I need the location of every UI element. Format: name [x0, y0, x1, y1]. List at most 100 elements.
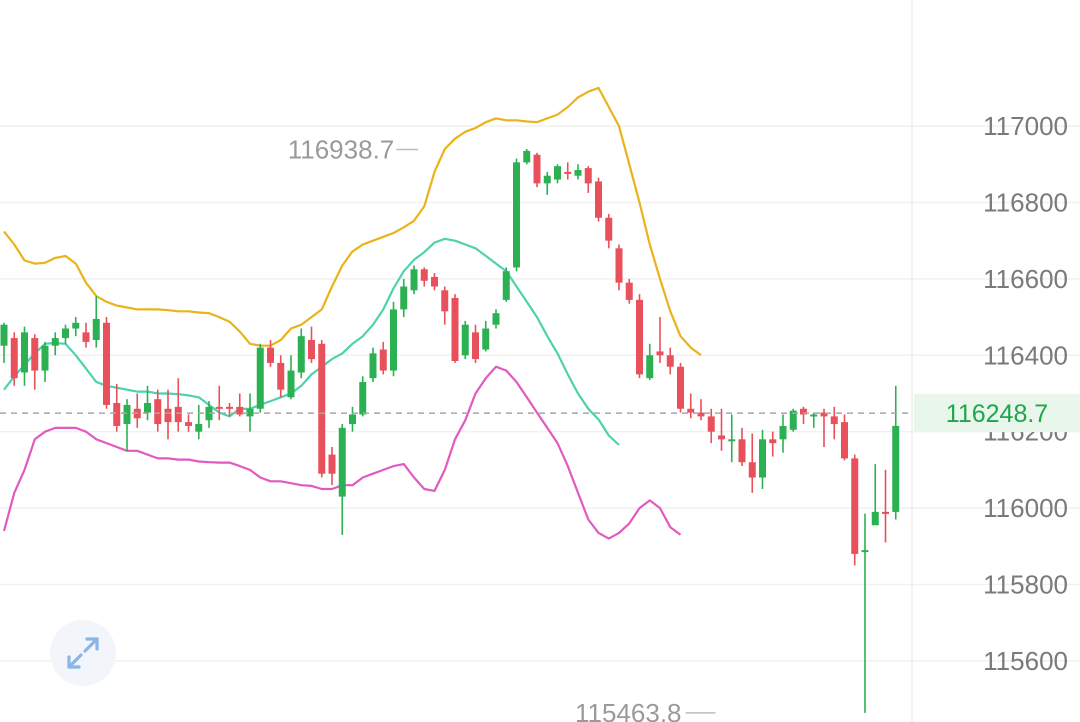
- candle-body: [297, 336, 305, 373]
- candle: [574, 164, 582, 180]
- candle: [369, 347, 377, 383]
- candle: [338, 424, 346, 535]
- candle-body: [195, 424, 203, 432]
- y-tick-label: 116800: [983, 187, 1068, 217]
- candle-body: [800, 408, 807, 415]
- y-axis: 1170001168001166001164001162001160001158…: [983, 111, 1068, 676]
- candle-body: [246, 408, 254, 417]
- candle: [451, 294, 459, 363]
- candle-body: [379, 349, 387, 371]
- candle: [707, 408, 715, 444]
- expand-chart-button[interactable]: [50, 620, 116, 686]
- candle: [256, 343, 264, 413]
- current-price-tag-background: [914, 394, 1080, 433]
- candle: [133, 393, 141, 428]
- candle-body: [830, 416, 838, 425]
- candle: [728, 414, 736, 463]
- candle: [687, 393, 695, 419]
- candle: [226, 403, 233, 417]
- candle: [800, 406, 807, 425]
- candle-body: [779, 425, 787, 440]
- candle: [697, 399, 705, 421]
- candle-body: [636, 299, 643, 375]
- candle: [410, 265, 418, 295]
- candle: [472, 324, 479, 363]
- candle-body: [185, 422, 192, 426]
- candle-body: [595, 181, 602, 218]
- candle-body: [390, 309, 397, 371]
- candle-body: [41, 345, 49, 371]
- candle-body: [810, 414, 818, 417]
- candle-body: [533, 154, 541, 184]
- candle: [267, 339, 274, 367]
- candle: [759, 429, 766, 489]
- candle: [502, 267, 510, 302]
- candle: [420, 267, 428, 287]
- candle-body: [31, 338, 39, 371]
- current-price-label: 116248.7: [946, 400, 1048, 428]
- candle-body: [748, 462, 756, 478]
- candle: [871, 464, 879, 526]
- candle-body: [359, 382, 367, 415]
- candle: [523, 148, 531, 165]
- candle-body: [871, 511, 879, 526]
- candle: [779, 414, 787, 453]
- low-marker: 115463.8: [575, 698, 716, 722]
- y-tick-label: 115600: [983, 646, 1068, 676]
- candle-body: [226, 406, 233, 409]
- candle-body: [431, 276, 438, 287]
- candle-body: [677, 366, 684, 409]
- candle-body: [882, 511, 889, 514]
- candle-body: [318, 343, 326, 474]
- candle-body: [851, 458, 859, 554]
- candle-body: [164, 408, 172, 423]
- candle-body: [277, 362, 285, 390]
- candle-body: [461, 324, 469, 356]
- candle: [666, 347, 674, 375]
- candle: [400, 278, 408, 318]
- candle: [431, 273, 438, 291]
- candle-body: [441, 290, 449, 312]
- candle: [0, 322, 8, 363]
- candle: [154, 389, 162, 432]
- candle: [308, 326, 315, 363]
- candle: [595, 177, 602, 222]
- candle-body: [564, 171, 572, 174]
- candle-body: [154, 399, 162, 425]
- candle-body: [666, 355, 674, 367]
- candle-body: [687, 408, 695, 413]
- candle: [246, 393, 254, 432]
- candle-body: [174, 406, 182, 423]
- candle: [882, 469, 889, 543]
- candle: [636, 294, 643, 379]
- y-tick-label: 117000: [983, 111, 1068, 141]
- candle: [185, 414, 192, 432]
- candle-body: [236, 406, 244, 415]
- candle-body: [574, 169, 582, 176]
- candle-body: [215, 406, 223, 409]
- candle: [359, 376, 367, 417]
- candle: [195, 404, 203, 440]
- candle-body: [103, 322, 110, 405]
- candle: [215, 385, 223, 421]
- candle-body: [113, 403, 121, 426]
- candle: [113, 383, 121, 432]
- candle: [564, 162, 572, 180]
- candle: [390, 301, 397, 377]
- candle-body: [718, 435, 725, 440]
- candle-body: [625, 282, 633, 300]
- candle-body: [492, 313, 500, 325]
- candle-body: [841, 422, 848, 459]
- candle: [236, 393, 244, 417]
- candle: [861, 513, 869, 713]
- candle-body: [349, 414, 356, 425]
- candle: [677, 362, 684, 413]
- current-price-tag: 116248.7: [914, 394, 1080, 433]
- candle: [615, 244, 623, 291]
- candle: [379, 341, 387, 375]
- candle: [851, 454, 859, 566]
- candle-body: [656, 351, 664, 356]
- candle: [82, 322, 90, 348]
- candle-body: [62, 328, 69, 339]
